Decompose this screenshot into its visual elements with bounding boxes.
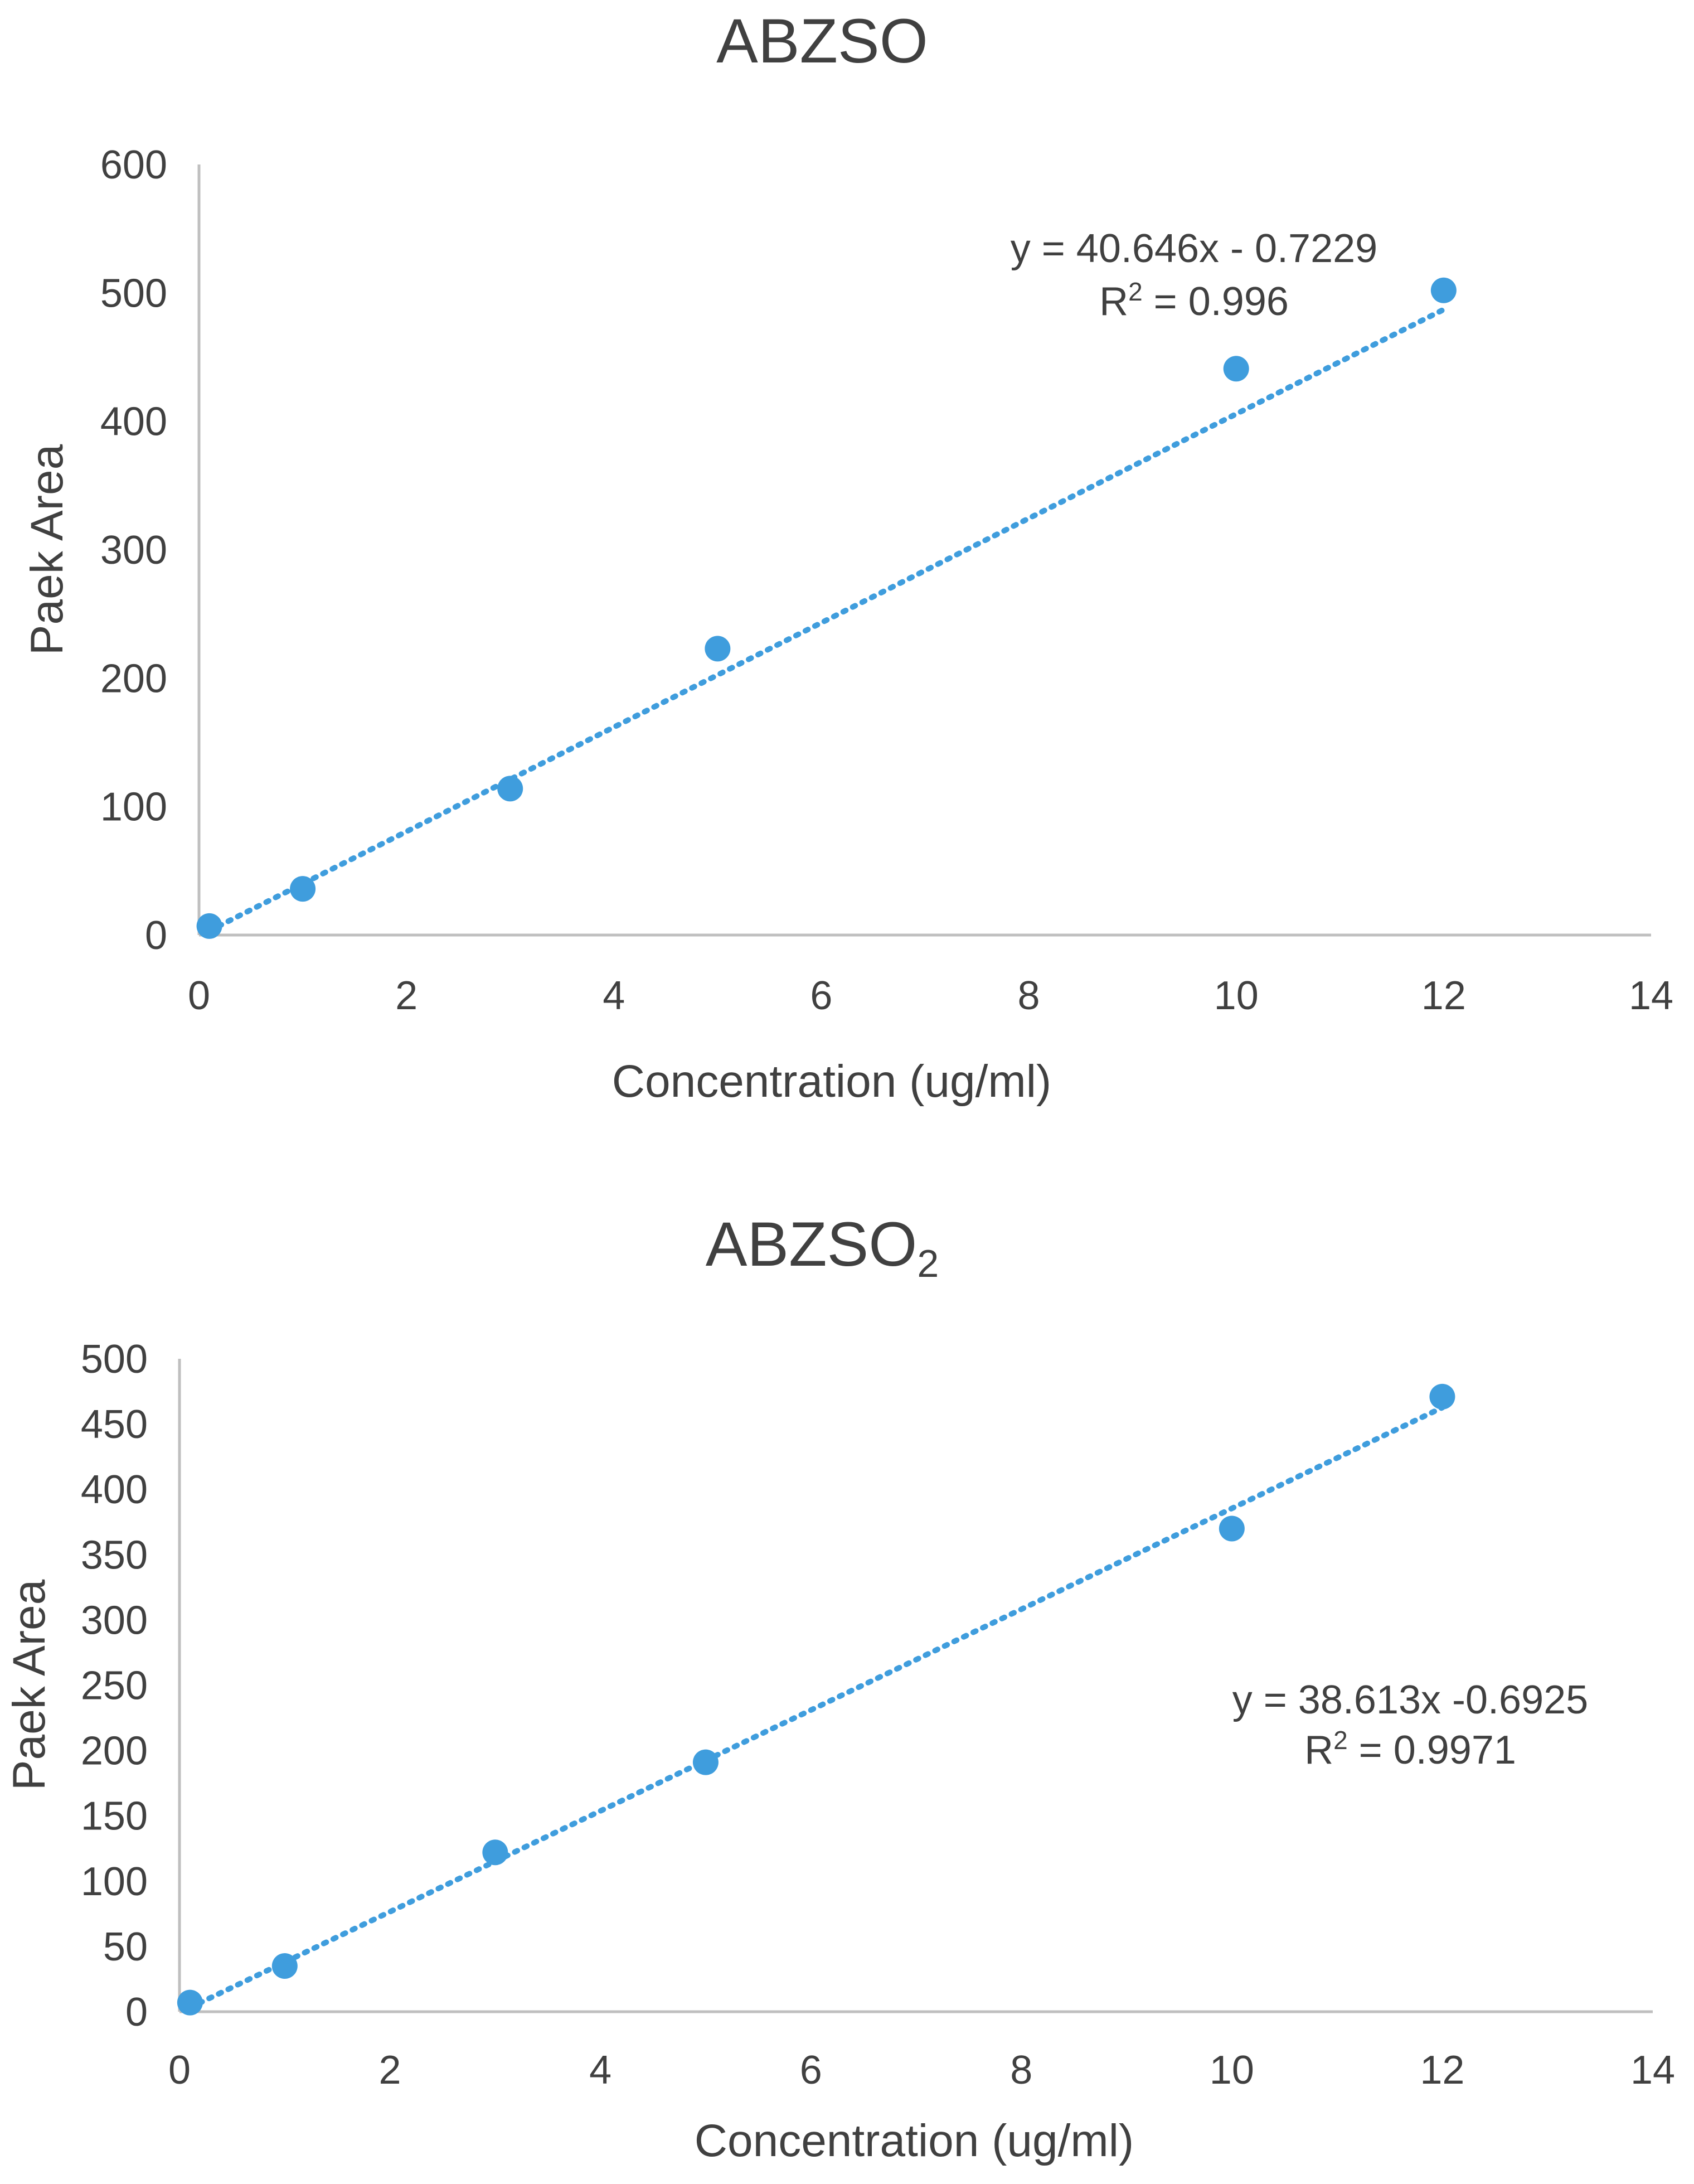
x-tick-labels: 0 2 4 6 8 10 12 14 bbox=[188, 974, 1673, 1018]
chart-title: ABZSO bbox=[716, 6, 928, 76]
y-tick-label: 350 bbox=[81, 1533, 148, 1577]
data-point bbox=[1429, 1383, 1455, 1410]
x-tick-label: 8 bbox=[1018, 974, 1040, 1018]
r-squared-superscript: 2 bbox=[1128, 277, 1143, 306]
y-tick-label: 0 bbox=[125, 1990, 148, 2035]
r-squared-label: R2 = 0.996 bbox=[1099, 277, 1289, 324]
trendline bbox=[187, 1405, 1445, 2011]
y-tick-label: 0 bbox=[145, 913, 167, 958]
x-tick-label: 12 bbox=[1421, 974, 1466, 1018]
y-tick-label: 50 bbox=[103, 1925, 148, 1969]
x-axis-title: Concentration (ug/ml) bbox=[695, 2115, 1134, 2166]
y-tick-label: 200 bbox=[81, 1729, 148, 1774]
data-point bbox=[290, 876, 316, 902]
y-tick-labels: 0 100 200 300 400 500 600 bbox=[100, 143, 167, 958]
chart-title: ABZSO2 bbox=[706, 1209, 939, 1285]
x-tick-label: 2 bbox=[379, 2048, 401, 2093]
r-squared-prefix: R bbox=[1304, 1728, 1333, 1773]
y-tick-label: 100 bbox=[100, 785, 167, 830]
data-points bbox=[196, 277, 1457, 939]
r-squared-superscript: 2 bbox=[1333, 1726, 1348, 1755]
data-point bbox=[482, 1839, 508, 1866]
x-tick-label: 6 bbox=[800, 2048, 822, 2093]
y-tick-label: 200 bbox=[100, 656, 167, 701]
y-tick-labels: 0 50 100 150 200 250 300 350 400 450 500 bbox=[81, 1337, 148, 2035]
x-tick-label: 2 bbox=[395, 974, 418, 1018]
data-point bbox=[271, 1953, 298, 1979]
x-tick-label: 6 bbox=[810, 974, 832, 1018]
x-tick-label: 0 bbox=[168, 2048, 191, 2093]
chart-abzso: ABZSO 0 100 200 300 400 500 600 0 2 4 6 8 10 12 14 Pa… bbox=[22, 6, 1673, 1107]
data-point bbox=[705, 636, 731, 662]
y-tick-label: 250 bbox=[81, 1664, 148, 1708]
y-tick-label: 500 bbox=[81, 1337, 148, 1382]
data-point bbox=[497, 776, 523, 802]
r-squared-value: = 0.9971 bbox=[1348, 1728, 1516, 1773]
data-point bbox=[196, 913, 222, 939]
data-point bbox=[692, 1749, 719, 1775]
trendline-equation: y = 40.646x - 0.7229 bbox=[1011, 226, 1377, 271]
y-tick-label: 400 bbox=[81, 1468, 148, 1512]
chart-title-subscript: 2 bbox=[917, 1242, 939, 1285]
chart-title-main: ABZSO bbox=[706, 1209, 918, 1279]
y-tick-label: 100 bbox=[81, 1859, 148, 1904]
r-squared-value: = 0.996 bbox=[1143, 279, 1289, 324]
x-tick-label: 14 bbox=[1629, 974, 1673, 1018]
y-tick-label: 600 bbox=[100, 143, 167, 187]
x-tick-label: 4 bbox=[589, 2048, 611, 2093]
data-point bbox=[1430, 277, 1457, 303]
trendline bbox=[206, 307, 1447, 934]
x-axis-title: Concentration (ug/ml) bbox=[612, 1056, 1051, 1107]
data-point bbox=[177, 1989, 203, 2016]
y-tick-label: 300 bbox=[100, 528, 167, 573]
y-tick-label: 300 bbox=[81, 1598, 148, 1643]
trendline-equation: y = 38.613x -0.6925 bbox=[1232, 1678, 1588, 1722]
r-squared-prefix: R bbox=[1099, 279, 1128, 324]
x-tick-labels: 0 2 4 6 8 10 12 14 bbox=[168, 2048, 1675, 2093]
y-tick-label: 150 bbox=[81, 1794, 148, 1839]
y-tick-label: 450 bbox=[81, 1402, 148, 1447]
x-tick-label: 4 bbox=[603, 974, 625, 1018]
x-tick-label: 12 bbox=[1420, 2048, 1464, 2093]
r-squared-label: R2 = 0.9971 bbox=[1304, 1726, 1516, 1773]
data-points bbox=[177, 1383, 1455, 2016]
x-tick-label: 0 bbox=[188, 974, 210, 1018]
x-tick-label: 14 bbox=[1630, 2048, 1675, 2093]
y-axis-title: Paek Area bbox=[22, 444, 72, 655]
x-tick-label: 10 bbox=[1210, 2048, 1254, 2093]
data-point bbox=[1219, 1515, 1245, 1542]
x-tick-label: 10 bbox=[1214, 974, 1259, 1018]
y-tick-label: 400 bbox=[100, 400, 167, 444]
x-tick-label: 8 bbox=[1010, 2048, 1032, 2093]
y-axis-title: Paek Area bbox=[4, 1579, 55, 1790]
y-tick-label: 500 bbox=[100, 271, 167, 316]
data-point bbox=[1223, 356, 1249, 382]
chart-title-main: ABZSO bbox=[716, 6, 928, 76]
